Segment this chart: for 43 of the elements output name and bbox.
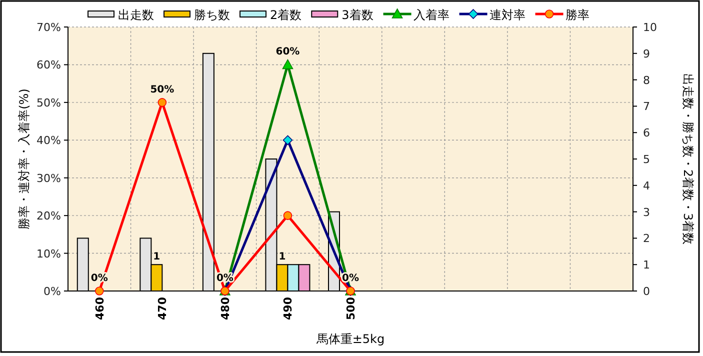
legend-label: 入着率 <box>413 8 450 22</box>
legend-label: 勝ち数 <box>194 8 230 22</box>
y2-tick-label: 6 <box>643 126 650 140</box>
point <box>282 135 293 146</box>
y-tick-label: 30% <box>36 172 61 185</box>
y2-tick-label: 0 <box>643 285 650 298</box>
y2-tick-label: 8 <box>643 74 650 87</box>
point <box>158 98 167 107</box>
y2-tick-label: 5 <box>643 153 650 166</box>
x-tick-label: 470 <box>156 296 170 320</box>
data-label: 50% <box>150 84 174 96</box>
data-label: 1 <box>278 252 286 263</box>
y2-tick-label: 1 <box>643 258 650 272</box>
y-tick-label: 0% <box>44 285 61 298</box>
y2-tick-label: 2 <box>643 232 650 246</box>
y-axis-title: 勝率・連対率・入着率(%) <box>17 88 31 230</box>
point <box>282 59 294 70</box>
y2-tick-label: 4 <box>643 179 650 192</box>
x-axis-title: 馬体重±5kg <box>315 332 385 346</box>
x-tick-label: 460 <box>93 296 106 320</box>
data-label: 60% <box>276 46 300 58</box>
y2-tick-label: 9 <box>643 47 650 60</box>
y2-tick-label: 10 <box>643 21 657 34</box>
point <box>283 211 292 220</box>
x-tick-label: 500 <box>344 296 358 320</box>
legend-label: 連対率 <box>489 8 526 22</box>
x-tick-label: 480 <box>218 296 232 320</box>
y-tick-label: 60% <box>36 58 61 72</box>
y-tick-label: 70% <box>36 21 61 34</box>
y2-axis-title: 出走数・勝ち数・2着数・3着数 <box>681 73 695 245</box>
y-tick-label: 40% <box>36 134 61 148</box>
legend-label: 3着数 <box>342 8 374 22</box>
legend-label: 出走数 <box>118 8 154 22</box>
y2-tick-label: 7 <box>643 100 650 114</box>
y-tick-label: 10% <box>36 247 61 260</box>
y-tick-label: 20% <box>36 210 61 223</box>
x-tick-label: 490 <box>282 296 295 320</box>
point <box>94 286 104 296</box>
data-label: 1 <box>153 252 160 263</box>
legend-label: 勝率 <box>565 8 590 22</box>
y-tick-label: 50% <box>36 96 61 110</box>
legend-label: 2着数 <box>270 8 302 22</box>
y2-tick-label: 3 <box>643 206 650 219</box>
